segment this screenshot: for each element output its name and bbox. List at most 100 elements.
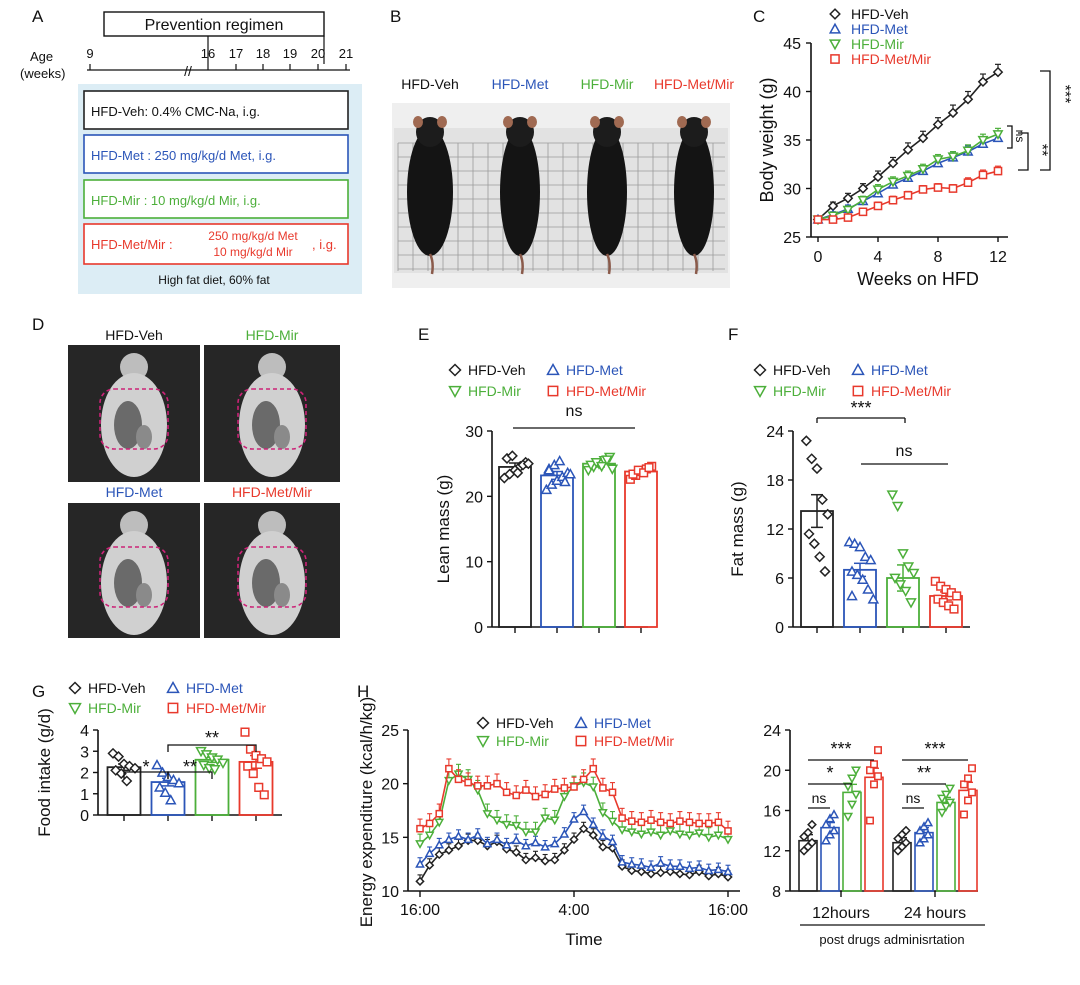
protocol-box-metmir-suffix: , i.g. xyxy=(312,237,337,252)
bar-mir xyxy=(582,462,616,628)
legend-label-veh: HFD-Veh xyxy=(468,362,526,378)
data-point-mir xyxy=(944,784,956,794)
data-point-metmir xyxy=(870,780,878,789)
y-tick-label: 10 xyxy=(381,884,399,901)
data-point-veh xyxy=(822,508,834,520)
legend-label-met: HFD-Met xyxy=(186,680,243,696)
data-point-met xyxy=(851,568,864,580)
legend-marker-mir xyxy=(753,385,767,399)
mouse-label-met: HFD-Met xyxy=(492,76,549,92)
data-point-veh xyxy=(627,865,637,876)
bracket-met-metmir xyxy=(167,744,257,752)
series-metmir xyxy=(813,165,1003,224)
series-mir xyxy=(812,127,1004,226)
legend-label-metmir: HFD-Met/Mir xyxy=(566,383,646,399)
y-tick-label: 8 xyxy=(772,884,781,901)
data-point-metmir xyxy=(968,764,976,773)
mri-head xyxy=(258,353,286,381)
data-point-mir xyxy=(684,831,695,841)
data-point-metmir xyxy=(918,185,928,194)
significance-label: *** xyxy=(830,739,851,759)
data-point-mir xyxy=(208,764,221,776)
y-tick-label: 4 xyxy=(80,723,89,740)
data-point-met xyxy=(846,589,858,601)
data-point-metmir xyxy=(866,816,874,825)
data-point-mir xyxy=(905,598,917,609)
data-point-mir xyxy=(977,135,989,146)
data-point-veh xyxy=(434,849,444,860)
x-tick-label: 12hours xyxy=(812,905,870,922)
data-point-veh xyxy=(684,870,695,880)
legend-label-metmir: HFD-Met/Mir xyxy=(594,733,674,749)
data-point-met xyxy=(846,565,858,576)
mri-label-veh: HFD-Veh xyxy=(105,327,163,343)
data-point-metmir xyxy=(874,746,882,755)
data-point-met xyxy=(159,786,172,798)
data-point-mir xyxy=(703,833,714,843)
mri-organ xyxy=(252,559,280,607)
data-point-veh xyxy=(453,841,464,851)
data-point-metmir xyxy=(599,784,607,792)
data-point-metmir xyxy=(870,760,878,769)
data-point-metmir xyxy=(685,818,694,827)
legend: HFD-Veh HFD-Met HFD-Mir HFD-Met/Mir xyxy=(448,362,646,399)
data-point-metmir xyxy=(968,788,976,797)
y-tick-label: 3 xyxy=(80,744,89,761)
data-point-met xyxy=(848,537,861,549)
protocol-box-metmir-line1: 250 mg/kg/d Met xyxy=(208,229,298,243)
mri-head xyxy=(120,511,148,539)
data-point-veh xyxy=(807,819,817,830)
x-tick-label: 16:00 xyxy=(708,902,748,919)
y-tick-label: 12 xyxy=(766,522,784,539)
data-point-veh xyxy=(424,860,435,870)
data-point-mir xyxy=(434,818,445,828)
legend-marker-mir xyxy=(68,702,82,716)
data-point-met xyxy=(482,838,493,848)
data-point-veh xyxy=(646,869,656,879)
y-axis-label: Energy expenditure (kcal/h/kg) xyxy=(357,697,376,928)
chart-h-left: 10 15 20 25 16:00 4:00 16:00 Time Energy expendi… xyxy=(357,697,748,949)
data-point-met xyxy=(540,841,550,851)
data-point-met xyxy=(922,829,934,839)
legend-label-met: HFD-Met xyxy=(871,362,928,378)
data-point-mir xyxy=(601,455,613,466)
data-point-met xyxy=(559,475,571,487)
data-point-veh xyxy=(704,871,714,881)
data-point-met xyxy=(151,759,163,770)
y-tick-label: 0 xyxy=(474,620,483,637)
data-point-metmir xyxy=(695,819,703,828)
data-point-mir xyxy=(894,580,907,591)
data-point-mir xyxy=(846,774,858,784)
data-point-met xyxy=(636,860,647,869)
data-point-met xyxy=(511,835,522,845)
mouse-ear xyxy=(614,116,624,128)
data-point-metmir xyxy=(262,757,272,767)
data-point-met xyxy=(655,857,666,867)
data-point-met xyxy=(569,813,579,823)
data-point-mir xyxy=(902,171,914,182)
legend: HFD-Veh HFD-Met HFD-Mir HFD-Met/Mir xyxy=(476,715,674,749)
protocol-box-met-text: HFD-Met : 250 mg/kg/d Met, i.g. xyxy=(91,148,276,163)
legend-marker-metmir xyxy=(575,735,587,747)
legend-label-metmir: HFD-Met/Mir xyxy=(851,51,931,67)
significance-label: * xyxy=(826,763,833,783)
y-tick-label: 12 xyxy=(763,844,781,861)
data-point-veh xyxy=(977,76,989,88)
data-point-met xyxy=(564,468,577,479)
data-point-metmir xyxy=(243,761,253,771)
x-tick-label: 24 hours xyxy=(904,905,966,922)
data-point-metmir xyxy=(964,796,972,805)
data-point-mir xyxy=(492,816,502,826)
mouse-body xyxy=(674,128,714,256)
data-point-mir xyxy=(889,573,901,585)
data-point-veh xyxy=(901,825,911,836)
protocol-box-met xyxy=(83,134,349,174)
legend-marker-mir xyxy=(476,735,490,749)
data-point-veh xyxy=(598,842,608,852)
data-point-metmir xyxy=(888,195,898,205)
data-point-mir xyxy=(907,568,920,580)
data-point-metmir xyxy=(464,778,472,787)
data-point-metmir xyxy=(828,215,838,224)
data-point-mir xyxy=(842,205,854,216)
